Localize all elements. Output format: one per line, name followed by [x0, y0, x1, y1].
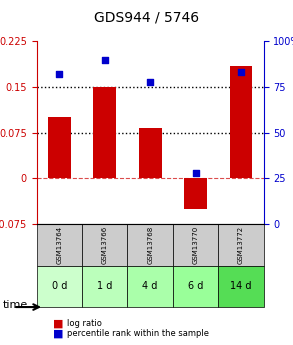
Text: 1 d: 1 d [97, 281, 113, 291]
FancyBboxPatch shape [37, 266, 82, 307]
FancyBboxPatch shape [173, 266, 218, 307]
Point [103, 57, 107, 62]
Bar [184, 178, 207, 209]
Point [57, 71, 62, 77]
Text: time: time [3, 300, 28, 310]
FancyBboxPatch shape [82, 224, 127, 266]
Text: ■: ■ [53, 319, 63, 328]
Text: percentile rank within the sample: percentile rank within the sample [67, 329, 209, 338]
Text: 14 d: 14 d [230, 281, 252, 291]
Text: ■: ■ [53, 329, 63, 339]
Text: GSM13770: GSM13770 [193, 226, 199, 264]
Bar [93, 87, 116, 178]
Point [239, 70, 243, 75]
Text: GSM13768: GSM13768 [147, 226, 153, 264]
Point [193, 170, 198, 176]
FancyBboxPatch shape [127, 266, 173, 307]
FancyBboxPatch shape [127, 224, 173, 266]
Text: GSM13766: GSM13766 [102, 226, 108, 264]
FancyBboxPatch shape [218, 224, 264, 266]
Bar [230, 66, 252, 178]
Bar [139, 128, 161, 178]
FancyBboxPatch shape [173, 224, 218, 266]
Point [148, 79, 152, 84]
Text: GDS944 / 5746: GDS944 / 5746 [94, 10, 199, 24]
Text: 4 d: 4 d [142, 281, 158, 291]
Text: GSM13772: GSM13772 [238, 226, 244, 264]
Text: 6 d: 6 d [188, 281, 203, 291]
FancyBboxPatch shape [82, 266, 127, 307]
FancyBboxPatch shape [37, 224, 82, 266]
Text: log ratio: log ratio [67, 319, 102, 328]
Text: GSM13764: GSM13764 [56, 226, 62, 264]
Bar [48, 118, 71, 178]
Text: 0 d: 0 d [52, 281, 67, 291]
FancyBboxPatch shape [218, 266, 264, 307]
